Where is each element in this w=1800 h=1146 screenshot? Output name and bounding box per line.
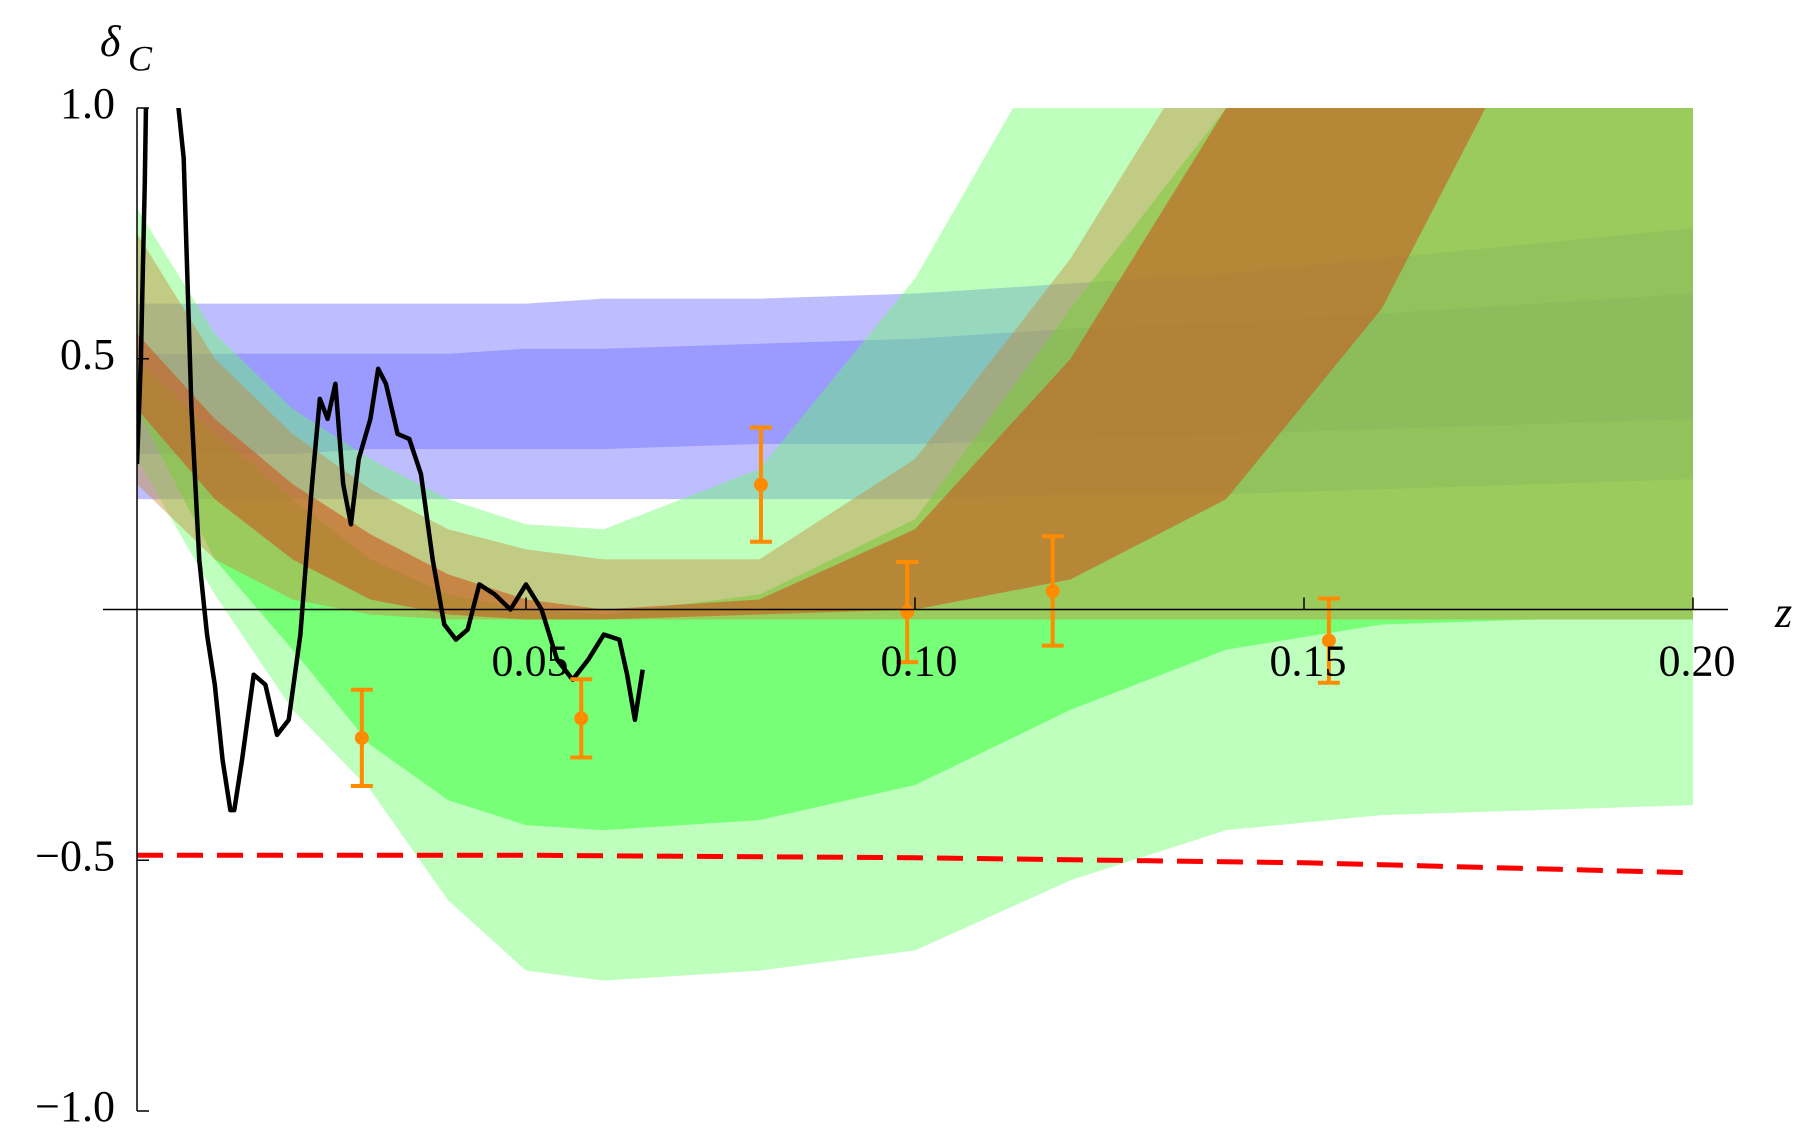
error-bar bbox=[896, 559, 919, 665]
data-point bbox=[1321, 633, 1336, 648]
x-axis-label: z bbox=[1774, 588, 1792, 637]
data-point bbox=[1045, 583, 1060, 598]
error-bar bbox=[570, 677, 593, 760]
x-tick-label: 0.05 bbox=[492, 637, 569, 686]
error-bar bbox=[1317, 596, 1340, 685]
y-tick-label: 1.0 bbox=[60, 79, 115, 128]
data-point bbox=[753, 477, 768, 492]
data-point bbox=[574, 711, 589, 726]
y-tick-label: −0.5 bbox=[35, 831, 115, 880]
y-axis-label-subscript: C bbox=[128, 38, 153, 78]
error-bar bbox=[350, 687, 373, 789]
y-tick-label: 0.5 bbox=[60, 330, 115, 379]
error-bar bbox=[1041, 534, 1064, 648]
axes: 0.05 0.10 0.15 0.20 −1.0 −0.5 0.5 1.0 bbox=[35, 79, 1735, 1131]
x-tick-label: 0.15 bbox=[1270, 637, 1347, 686]
dashed-line bbox=[137, 852, 1693, 876]
plot-area bbox=[137, 108, 1693, 981]
error-bar bbox=[749, 425, 772, 544]
y-tick-label: −1.0 bbox=[35, 1082, 115, 1131]
y-axis-label: δ bbox=[100, 17, 122, 66]
band bbox=[137, 108, 1486, 620]
x-tick-label: 0.20 bbox=[1659, 637, 1736, 686]
data-point bbox=[900, 605, 915, 620]
x-tick-label: 0.10 bbox=[881, 637, 958, 686]
data-point bbox=[354, 730, 369, 745]
